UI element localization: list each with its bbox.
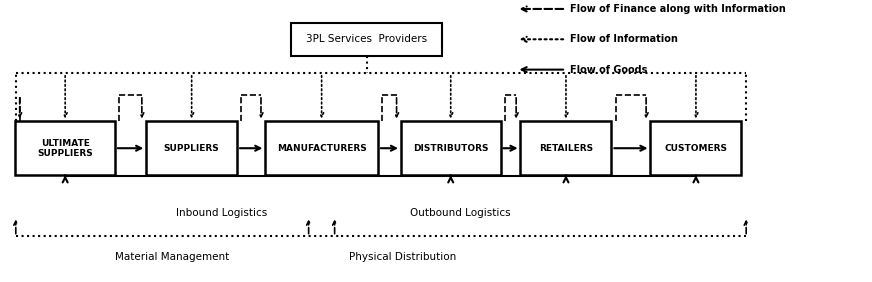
Text: RETAILERS: RETAILERS xyxy=(539,144,593,153)
Bar xyxy=(401,121,501,175)
Text: MANUFACTURERS: MANUFACTURERS xyxy=(276,144,366,153)
Text: Material Management: Material Management xyxy=(115,252,229,262)
Bar xyxy=(521,121,611,175)
Text: Flow of Goods: Flow of Goods xyxy=(570,65,648,75)
Bar xyxy=(265,121,378,175)
Text: Flow of Finance along with Information: Flow of Finance along with Information xyxy=(570,4,786,14)
Bar xyxy=(651,121,741,175)
Bar xyxy=(146,121,237,175)
Bar xyxy=(291,23,442,56)
Text: DISTRIBUTORS: DISTRIBUTORS xyxy=(413,144,488,153)
Text: Outbound Logistics: Outbound Logistics xyxy=(410,208,511,218)
Bar xyxy=(16,121,115,175)
Text: Flow of Information: Flow of Information xyxy=(570,34,678,44)
Text: ULTIMATE
SUPPLIERS: ULTIMATE SUPPLIERS xyxy=(37,138,93,158)
Text: SUPPLIERS: SUPPLIERS xyxy=(164,144,220,153)
Text: Physical Distribution: Physical Distribution xyxy=(350,252,457,262)
Text: 3PL Services  Providers: 3PL Services Providers xyxy=(306,34,427,44)
Text: CUSTOMERS: CUSTOMERS xyxy=(664,144,727,153)
Text: Inbound Logistics: Inbound Logistics xyxy=(176,208,268,218)
